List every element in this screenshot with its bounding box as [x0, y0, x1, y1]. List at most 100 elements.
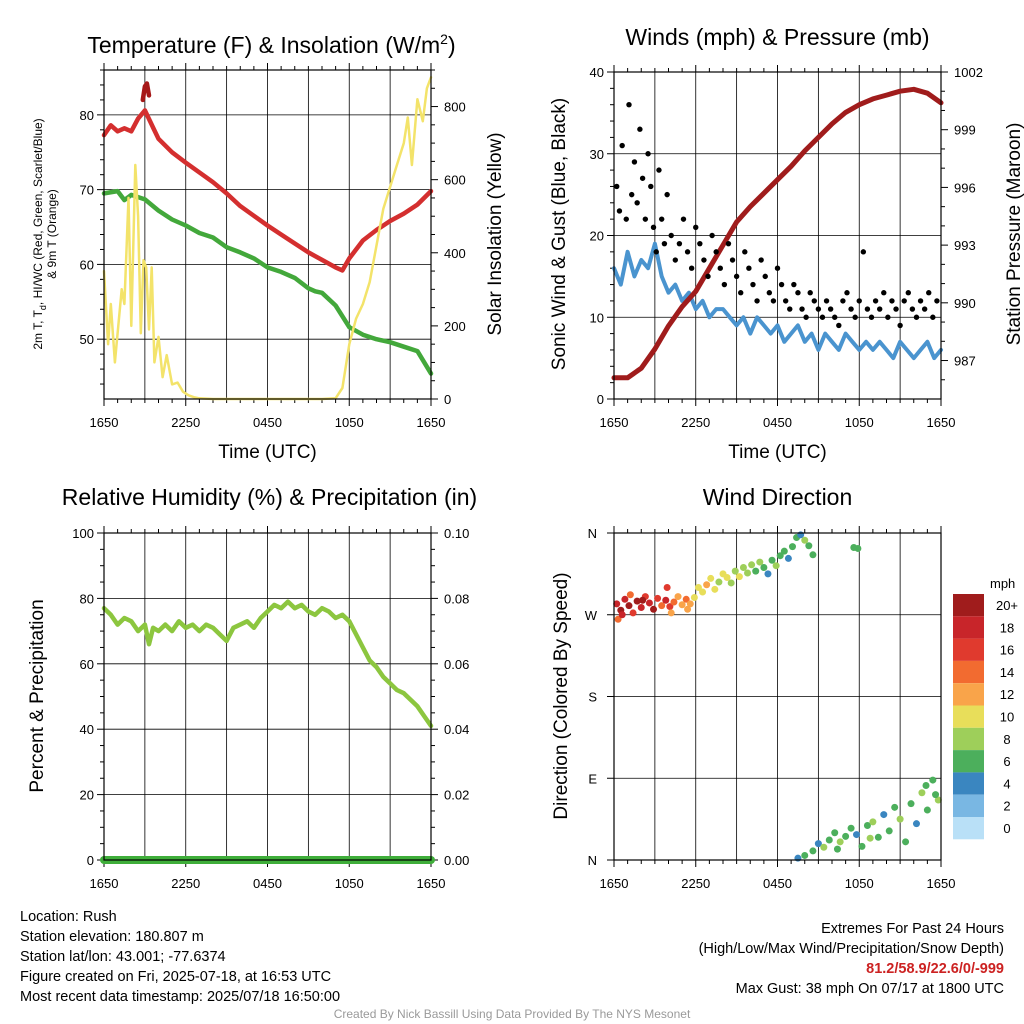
legend-swatch [953, 794, 984, 817]
winds-gust-point [811, 298, 817, 304]
dir-y-tick-label: N [588, 853, 597, 868]
winds-x-tick-label: 1050 [845, 415, 874, 430]
dir-direction-point [690, 593, 698, 601]
rh-y2-tick-label: 0.08 [444, 591, 469, 606]
rh-y-tick-label: 100 [72, 526, 94, 541]
legend-label: 6 [1003, 754, 1010, 769]
winds-gust-point [913, 314, 920, 320]
winds-gust-point [648, 183, 654, 190]
winds-panel: 1650 2250 0450 1050 1650 0 10 20 30 40 987 990 993 99… [549, 24, 1024, 463]
dir-direction-point [760, 564, 768, 572]
dir-direction-point [748, 561, 756, 569]
winds-gust-point [934, 298, 940, 304]
dir-direction-point [805, 542, 813, 550]
winds-gust-point [754, 298, 760, 304]
dir-direction-point [922, 782, 930, 790]
rh-y-tick-label: 40 [80, 722, 94, 737]
dir-direction-point [874, 833, 882, 841]
dir-direction-point [663, 584, 671, 591]
dir-direction-point [711, 585, 719, 593]
dir-plot-frame [613, 532, 942, 861]
latlon-text: Station lat/lon: 43.001; -77.6374 [20, 949, 226, 965]
location-text: Location: Rush [20, 909, 117, 925]
direction-title: Wind Direction [703, 484, 853, 510]
rh-y2-tick-label: 0.04 [444, 722, 469, 737]
temp-y-tick-label: 60 [80, 257, 94, 272]
winds-x-tick-label: 1650 [600, 415, 629, 430]
legend-label: 8 [1003, 732, 1010, 747]
rh-x-tick-label: 1650 [417, 876, 446, 891]
winds-y2-tick-label: 999 [954, 123, 976, 138]
dir-direction-point [699, 588, 707, 596]
winds-gust-point [840, 298, 846, 304]
dir-direction-point [666, 603, 674, 611]
dir-y-tick-label: W [585, 608, 598, 623]
winds-gust-point [889, 298, 895, 304]
winds-pressure-line [611, 86, 944, 381]
temp-y2-tick-label: 200 [444, 319, 466, 334]
dir-y-tick-label: S [588, 690, 597, 705]
dir-direction-point [735, 573, 743, 581]
winds-gust-point [921, 306, 928, 312]
dir-direction-point [639, 596, 647, 604]
dir-direction-point [637, 603, 645, 611]
winds-gust-point [852, 314, 858, 320]
temp-series-0-line [101, 108, 434, 273]
dir-direction-point [858, 842, 866, 850]
winds-gust-point [893, 306, 899, 312]
winds-gust-point [661, 240, 668, 247]
winds-gust-point [656, 167, 662, 173]
dir-direction-point [629, 609, 637, 617]
recent-timestamp-text: Most recent data timestamp: 2025/07/18 1… [20, 989, 341, 1005]
dir-x-tick-label: 1650 [600, 876, 629, 891]
winds-gust-point [733, 273, 740, 280]
dir-direction-point [662, 596, 670, 604]
dir-direction-point [814, 840, 822, 848]
winds-gust-point [766, 290, 773, 296]
legend-swatch [953, 750, 984, 773]
dir-direction-point [891, 803, 899, 811]
winds-gust-point [721, 281, 728, 288]
winds-x-tick-label: 1650 [927, 415, 956, 430]
dir-direction-point [684, 605, 692, 613]
rh-x-tick-label: 1650 [90, 876, 119, 891]
dir-direction-point [869, 818, 877, 826]
legend-swatch [953, 683, 984, 706]
dir-direction-point [670, 598, 678, 606]
dir-direction-point [854, 544, 862, 552]
winds-y-tick-label: 0 [597, 392, 604, 407]
dir-direction-point [794, 854, 802, 862]
winds-gust-point [629, 191, 635, 198]
legend-swatch [953, 727, 984, 751]
legend-label: 20+ [996, 598, 1018, 613]
dir-direction-point [820, 843, 828, 851]
winds-gust-point [680, 216, 687, 222]
extremes-title: Extremes For Past 24 Hours [821, 921, 1004, 937]
dir-direction-point [723, 574, 731, 582]
dir-direction-point [801, 536, 809, 544]
winds-y-tick-label: 30 [590, 147, 604, 162]
rh-plot-frame [103, 532, 432, 861]
temperature-y-label-line1: 2m T, Td, HI/WC (Red, Green, Scarlet/Blu… [31, 118, 48, 349]
dir-direction-point [801, 851, 809, 859]
dir-direction-point [621, 595, 629, 603]
temp-x-tick-label: 1050 [335, 415, 364, 430]
dir-direction-point [772, 562, 780, 570]
temp-y-tick-label: 80 [80, 108, 94, 123]
max-gust-text: Max Gust: 38 mph On 07/17 at 1800 UTC [735, 981, 1004, 997]
winds-y2-tick-label: 996 [954, 180, 976, 195]
dir-direction-point [929, 776, 937, 784]
dir-x-tick-label: 1650 [927, 876, 956, 891]
winds-y-tick-label: 40 [590, 65, 604, 80]
temp-y-tick-label: 70 [80, 183, 94, 198]
extremes-box: Extremes For Past 24 Hours (High/Low/Max… [699, 919, 1004, 999]
dir-direction-point [686, 600, 694, 608]
winds-y2-tick-label: 990 [954, 296, 976, 311]
winds-plot-frame [613, 71, 942, 400]
winds-gust-point [645, 151, 651, 157]
winds-gust-point [697, 240, 703, 247]
winds-gust-point [725, 240, 732, 247]
station-info: Location: Rush Station elevation: 180.80… [20, 907, 340, 1007]
dir-direction-point [780, 547, 788, 555]
temp-x-tick-label: 1650 [90, 415, 119, 430]
